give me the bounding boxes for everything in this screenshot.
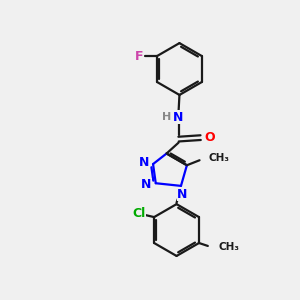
- Text: CH₃: CH₃: [219, 242, 240, 252]
- Text: N: N: [177, 188, 188, 201]
- Text: N: N: [138, 156, 149, 169]
- Text: N: N: [173, 110, 184, 124]
- Text: F: F: [135, 50, 144, 63]
- Text: N: N: [141, 178, 152, 191]
- Text: CH₃: CH₃: [208, 153, 230, 163]
- Text: Cl: Cl: [132, 207, 146, 220]
- Text: H: H: [162, 112, 171, 122]
- Text: O: O: [204, 131, 215, 144]
